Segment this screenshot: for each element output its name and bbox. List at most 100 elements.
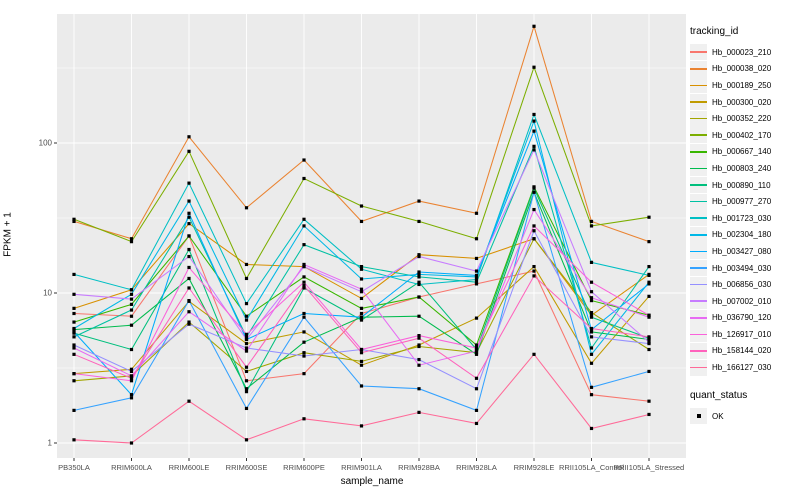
data-point xyxy=(647,347,651,352)
data-point xyxy=(302,262,306,267)
data-point xyxy=(187,222,191,226)
data-point xyxy=(417,410,421,414)
data-point xyxy=(302,158,306,162)
data-point xyxy=(72,330,76,334)
legend-item-label: Hb_158144_020 xyxy=(712,346,772,356)
data-point xyxy=(589,346,594,350)
data-point xyxy=(474,269,479,273)
data-point xyxy=(474,343,479,347)
data-point xyxy=(532,264,536,269)
legend-item: Hb_000402_170 xyxy=(690,127,798,144)
data-point xyxy=(359,287,364,291)
data-point xyxy=(187,286,191,290)
legend-item-label: Hb_000402_170 xyxy=(712,130,772,140)
legend-key-swatch xyxy=(690,160,707,177)
data-point xyxy=(589,219,594,224)
data-point xyxy=(244,318,249,322)
legend: tracking_id Hb_000023_210 Hb_000038_020 Hb… xyxy=(690,26,798,425)
data-point xyxy=(647,315,651,319)
data-point xyxy=(72,352,76,356)
data-point xyxy=(474,349,479,353)
legend-item-label: Hb_000667_140 xyxy=(712,147,772,157)
legend-line-icon xyxy=(690,134,707,137)
data-point xyxy=(187,322,191,326)
data-point xyxy=(532,186,536,190)
legend-key-swatch xyxy=(690,210,707,227)
data-point xyxy=(72,346,76,350)
data-point xyxy=(187,181,191,185)
data-point xyxy=(187,149,191,153)
x-tick-label: RRIM600LA xyxy=(111,463,152,472)
data-point xyxy=(417,280,421,284)
legend-line-icon xyxy=(690,300,707,302)
data-point xyxy=(532,352,536,356)
data-point xyxy=(302,284,306,288)
legend-line-icon xyxy=(690,51,707,54)
x-tick-label: RRIM901LA xyxy=(341,463,382,472)
data-point xyxy=(187,310,191,314)
data-point xyxy=(72,320,76,324)
data-point xyxy=(647,215,651,219)
data-point xyxy=(474,352,479,356)
legend-item: Hb_000352_220 xyxy=(690,110,798,127)
data-point xyxy=(244,314,249,318)
data-point xyxy=(359,363,364,367)
legend-item: Hb_001723_030 xyxy=(690,210,798,227)
y-tick-label: 10 xyxy=(43,289,52,298)
legend-line-icon xyxy=(690,200,707,203)
data-point xyxy=(244,390,249,394)
legend-line-icon xyxy=(690,267,707,269)
data-point xyxy=(72,438,76,442)
legend-key-swatch xyxy=(690,127,707,144)
legend-item-label: Hb_003427_080 xyxy=(712,246,772,256)
data-point xyxy=(302,217,306,221)
x-axis-title: sample_name xyxy=(340,476,404,487)
data-point xyxy=(359,267,364,271)
data-point xyxy=(244,406,249,411)
legend-title-quant-status: quant_status xyxy=(690,389,748,401)
data-point xyxy=(532,224,536,228)
data-point xyxy=(589,290,594,294)
legend-item: Hb_003494_030 xyxy=(690,260,798,277)
data-point xyxy=(72,306,76,310)
data-point xyxy=(187,199,191,203)
data-point xyxy=(359,351,364,355)
legend-line-icon xyxy=(690,217,707,220)
data-point xyxy=(532,65,536,69)
data-point xyxy=(359,384,364,388)
data-point xyxy=(532,269,536,273)
data-point xyxy=(417,344,421,349)
data-point xyxy=(474,421,479,426)
data-point xyxy=(302,311,306,316)
legend-items: Hb_000023_210 Hb_000038_020 Hb_000189_250 H… xyxy=(690,44,798,376)
legend-line-icon xyxy=(690,283,707,286)
data-point xyxy=(129,314,134,318)
data-point xyxy=(72,343,76,347)
legend-key-swatch xyxy=(690,293,707,310)
data-point xyxy=(474,237,479,241)
data-point xyxy=(302,330,306,334)
data-point xyxy=(129,374,134,378)
data-point xyxy=(474,387,479,391)
legend-line-icon xyxy=(690,68,707,70)
legend-item: Hb_126917_010 xyxy=(690,326,798,343)
legend-item-label: Hb_126917_010 xyxy=(712,329,772,339)
data-point xyxy=(72,217,76,221)
data-point xyxy=(129,297,134,301)
data-point xyxy=(187,298,191,303)
data-point xyxy=(72,408,76,412)
data-point xyxy=(647,240,651,244)
data-point xyxy=(474,346,479,350)
data-point xyxy=(417,357,421,362)
data-point xyxy=(647,399,651,403)
legend-title-tracking-id: tracking_id xyxy=(690,26,739,37)
data-point xyxy=(244,301,249,306)
legend-item-label: Hb_003494_030 xyxy=(712,263,772,273)
legend-item-label: Hb_000803_240 xyxy=(712,163,772,173)
data-point xyxy=(474,277,479,282)
legend-item-label: Hb_036790_120 xyxy=(712,313,772,323)
legend-line-icon xyxy=(690,167,707,170)
legend-key-swatch xyxy=(690,60,707,77)
legend-key-swatch xyxy=(690,193,707,210)
